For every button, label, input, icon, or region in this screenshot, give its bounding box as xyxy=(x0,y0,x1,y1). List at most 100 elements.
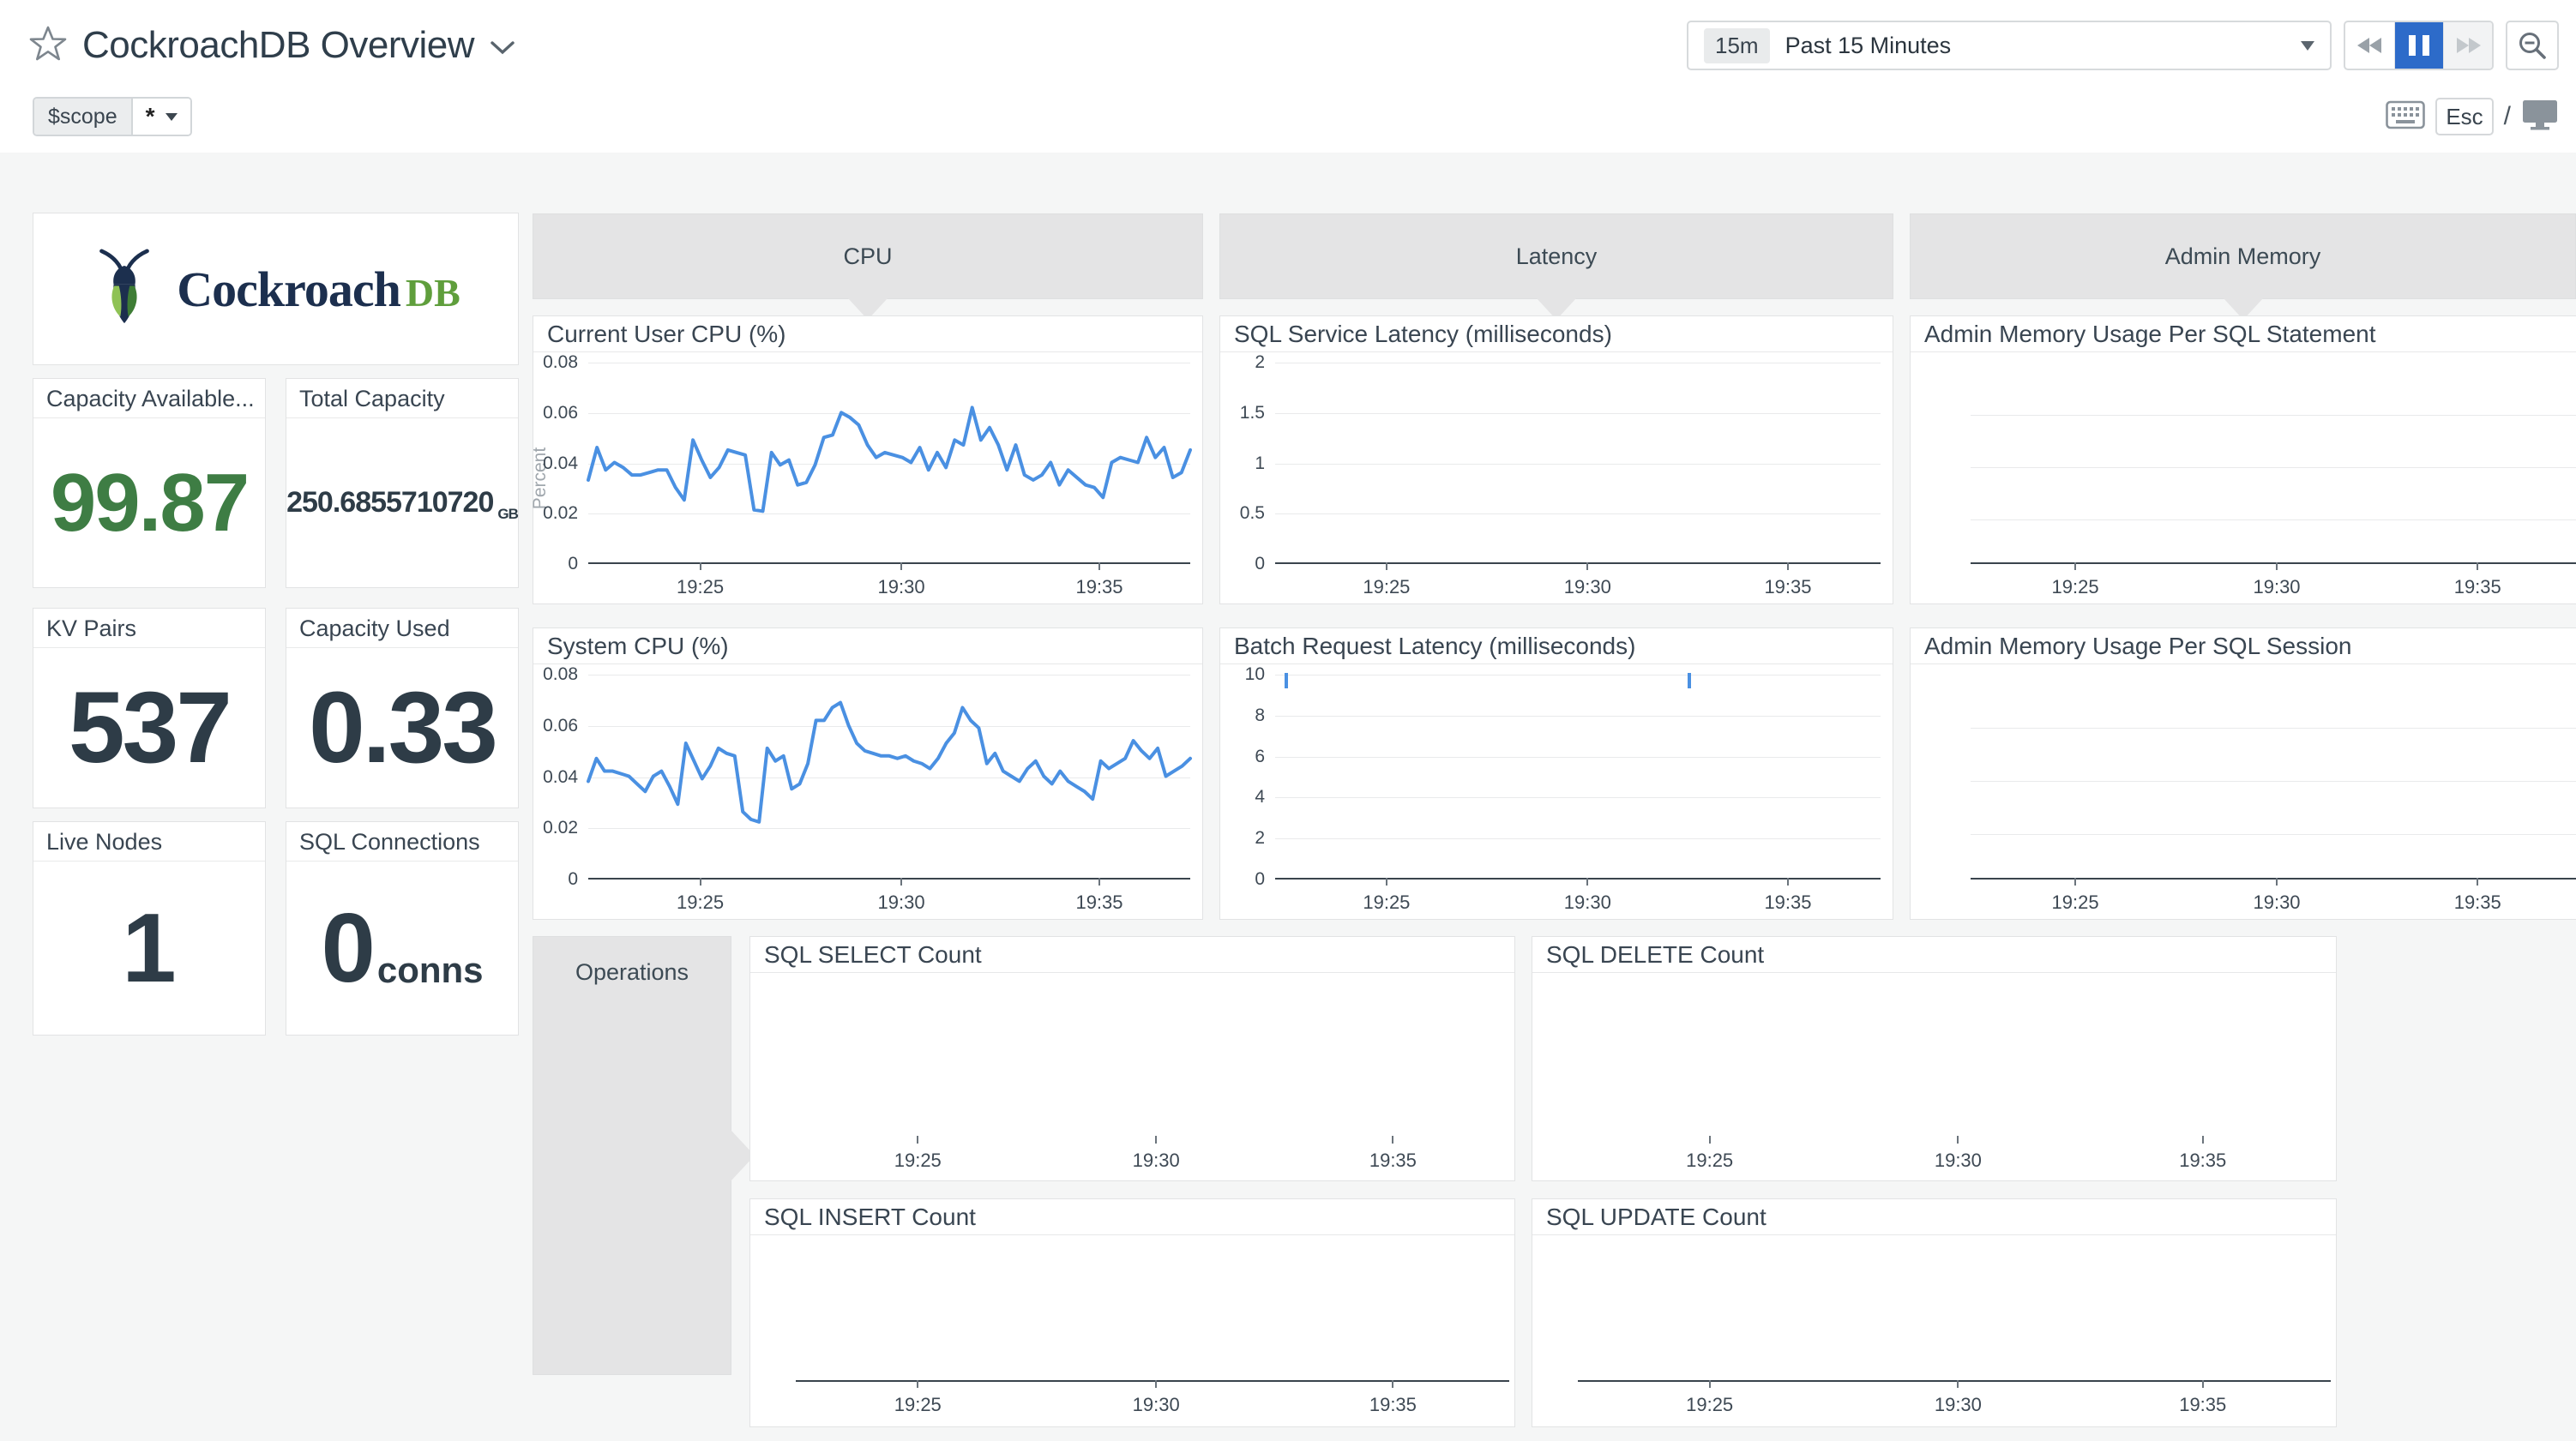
chart-sql-select-count[interactable]: SQL SELECT Count 19:25 19:30 19:35 xyxy=(749,936,1515,1181)
x-tick xyxy=(2074,878,2077,886)
y-tick-label: 0 xyxy=(568,869,578,889)
dashboard-canvas: Cockroach DB Capacity Available... 99.87 … xyxy=(0,153,2576,1441)
chart-admin-memory-per-sql-session[interactable]: Admin Memory Usage Per SQL Session 19:25… xyxy=(1910,627,2576,920)
y-tick-label: 0.02 xyxy=(543,503,578,524)
keyboard-icon[interactable] xyxy=(2386,100,2426,134)
cockroachdb-logo-widget[interactable]: Cockroach DB xyxy=(33,213,519,365)
stat-unit: conns xyxy=(376,950,484,990)
stat-widget-capacity-available[interactable]: Capacity Available... 99.87 xyxy=(33,378,266,588)
line-series xyxy=(588,675,1190,878)
scope-template-variable[interactable]: $scope * xyxy=(33,97,192,136)
section-header-admin-memory: Admin Memory xyxy=(1910,213,2576,320)
y-tick-label: 2 xyxy=(1255,352,1265,372)
section-title: Admin Memory xyxy=(2164,243,2321,269)
chevron-down-icon[interactable] xyxy=(490,40,515,60)
chart-sql-delete-count[interactable]: SQL DELETE Count 19:25 19:30 19:35 xyxy=(1532,936,2337,1181)
chart-system-cpu[interactable]: System CPU (%) 0.08 0.06 0.04 0.02 0 19:25 19:… xyxy=(533,627,1203,920)
gridline xyxy=(1971,415,2576,417)
section-header-latency: Latency xyxy=(1219,213,1893,320)
stat-label: Live Nodes xyxy=(33,822,265,862)
y-tick-label: 0 xyxy=(568,554,578,573)
gridline xyxy=(1971,467,2576,469)
y-tick-label: 8 xyxy=(1255,705,1265,725)
zoom-out-button[interactable] xyxy=(2506,21,2559,70)
y-tick-label: 6 xyxy=(1255,746,1265,766)
time-range-selector[interactable]: 15m Past 15 Minutes xyxy=(1687,21,2332,70)
x-tick xyxy=(1586,562,1589,570)
time-range-badge: 15m xyxy=(1704,27,1770,63)
stat-value: 99.87 xyxy=(50,456,250,549)
stat-value: 0 conns xyxy=(321,893,484,1003)
x-tick-label: 19:35 xyxy=(1764,576,1812,597)
x-tick xyxy=(2276,562,2278,570)
x-tick-label: 19:35 xyxy=(1075,892,1123,913)
stat-widget-total-capacity[interactable]: Total Capacity 250.6855710720 GB xyxy=(286,378,519,588)
x-tick-label: 19:30 xyxy=(1934,1150,1982,1171)
x-tick xyxy=(2201,1380,2204,1388)
scope-value-dropdown[interactable]: * xyxy=(130,99,190,135)
rewind-button[interactable] xyxy=(2345,22,2394,69)
x-tick xyxy=(1708,1136,1711,1144)
chart-title: SQL Service Latency (milliseconds) xyxy=(1220,316,1893,352)
x-tick-label: 19:30 xyxy=(1563,892,1611,913)
gridline xyxy=(1275,797,1881,799)
header-bar: CockroachDB Overview 15m Past 15 Minutes xyxy=(0,0,2576,82)
stat-widget-sql-connections[interactable]: SQL Connections 0 conns xyxy=(286,821,519,1036)
chart-batch-request-latency[interactable]: Batch Request Latency (milliseconds) 10 8… xyxy=(1219,627,1893,920)
chart-sql-update-count[interactable]: SQL UPDATE Count 19:25 19:30 19:35 xyxy=(1532,1198,2337,1427)
esc-key-button[interactable]: Esc xyxy=(2435,98,2494,135)
stat-widget-live-nodes[interactable]: Live Nodes 1 xyxy=(33,821,266,1036)
x-tick xyxy=(1385,562,1387,570)
chart-body: 19:25 19:30 19:35 xyxy=(1911,352,2576,603)
stat-widget-capacity-used[interactable]: Capacity Used 0.33 xyxy=(286,608,519,808)
fast-forward-button[interactable] xyxy=(2443,22,2492,69)
y-tick-label: 0.5 xyxy=(1239,503,1265,524)
chart-current-user-cpu[interactable]: Current User CPU (%) Percent 0.08 0.06 0.0… xyxy=(530,315,1203,604)
line-series xyxy=(588,363,1190,562)
chart-admin-memory-per-sql-statement[interactable]: Admin Memory Usage Per SQL Statement 19:… xyxy=(1910,315,2576,604)
dashboard-title-group: CockroachDB Overview xyxy=(29,24,515,67)
x-tick xyxy=(1786,878,1789,886)
star-icon[interactable] xyxy=(29,25,67,67)
x-tick xyxy=(917,1380,919,1388)
logo-text: Cockroach xyxy=(177,261,401,317)
y-tick-label: 0.04 xyxy=(543,766,578,787)
gridline xyxy=(1275,715,1881,717)
chart-sql-service-latency[interactable]: SQL Service Latency (milliseconds) 2 1.5 1… xyxy=(1219,315,1893,604)
chart-sql-insert-count[interactable]: SQL INSERT Count 19:25 19:30 19:35 xyxy=(749,1198,1515,1427)
gridline xyxy=(1971,781,2576,783)
x-tick xyxy=(699,562,701,570)
x-tick-label: 19:25 xyxy=(677,576,725,597)
stat-value: 0.33 xyxy=(309,671,498,784)
chart-body: 19:25 19:30 19:35 xyxy=(1532,1235,2336,1426)
x-tick xyxy=(1957,1136,1959,1144)
x-tick xyxy=(1786,562,1789,570)
y-tick-label: 1 xyxy=(1255,453,1265,473)
gridline xyxy=(588,725,1190,727)
chart-title: Admin Memory Usage Per SQL Session xyxy=(1911,628,2576,664)
x-tick-label: 19:25 xyxy=(894,1394,942,1415)
pause-button[interactable] xyxy=(2394,22,2443,69)
x-tick-label: 19:30 xyxy=(877,576,925,597)
x-tick-label: 19:35 xyxy=(1764,892,1812,913)
plot-area: 2 1.5 1 0.5 0 19:25 19:30 19:35 xyxy=(1240,352,1881,597)
x-tick-label: 19:35 xyxy=(1075,576,1123,597)
stat-label: Capacity Available... xyxy=(33,379,265,418)
gridline xyxy=(1971,728,2576,730)
chart-title: System CPU (%) xyxy=(533,628,1202,664)
gridline xyxy=(588,463,1190,465)
x-tick-label: 19:30 xyxy=(2253,892,2301,913)
x-tick xyxy=(1155,1136,1158,1144)
x-tick-label: 19:35 xyxy=(2179,1394,2227,1415)
x-tick xyxy=(1392,1380,1394,1388)
zoom-out-icon xyxy=(2519,33,2546,59)
gridline xyxy=(588,828,1190,830)
chart-body: 19:25 19:30 19:35 xyxy=(750,973,1514,1180)
monitor-icon[interactable] xyxy=(2521,99,2559,135)
scope-key-label: $scope xyxy=(34,99,131,135)
stat-value: 250.6855710720 GB xyxy=(286,486,519,522)
section-title: Operations xyxy=(575,959,689,985)
stat-widget-kv-pairs[interactable]: KV Pairs 537 xyxy=(33,608,266,808)
x-tick-label: 19:25 xyxy=(1686,1394,1734,1415)
gridline xyxy=(1275,756,1881,758)
